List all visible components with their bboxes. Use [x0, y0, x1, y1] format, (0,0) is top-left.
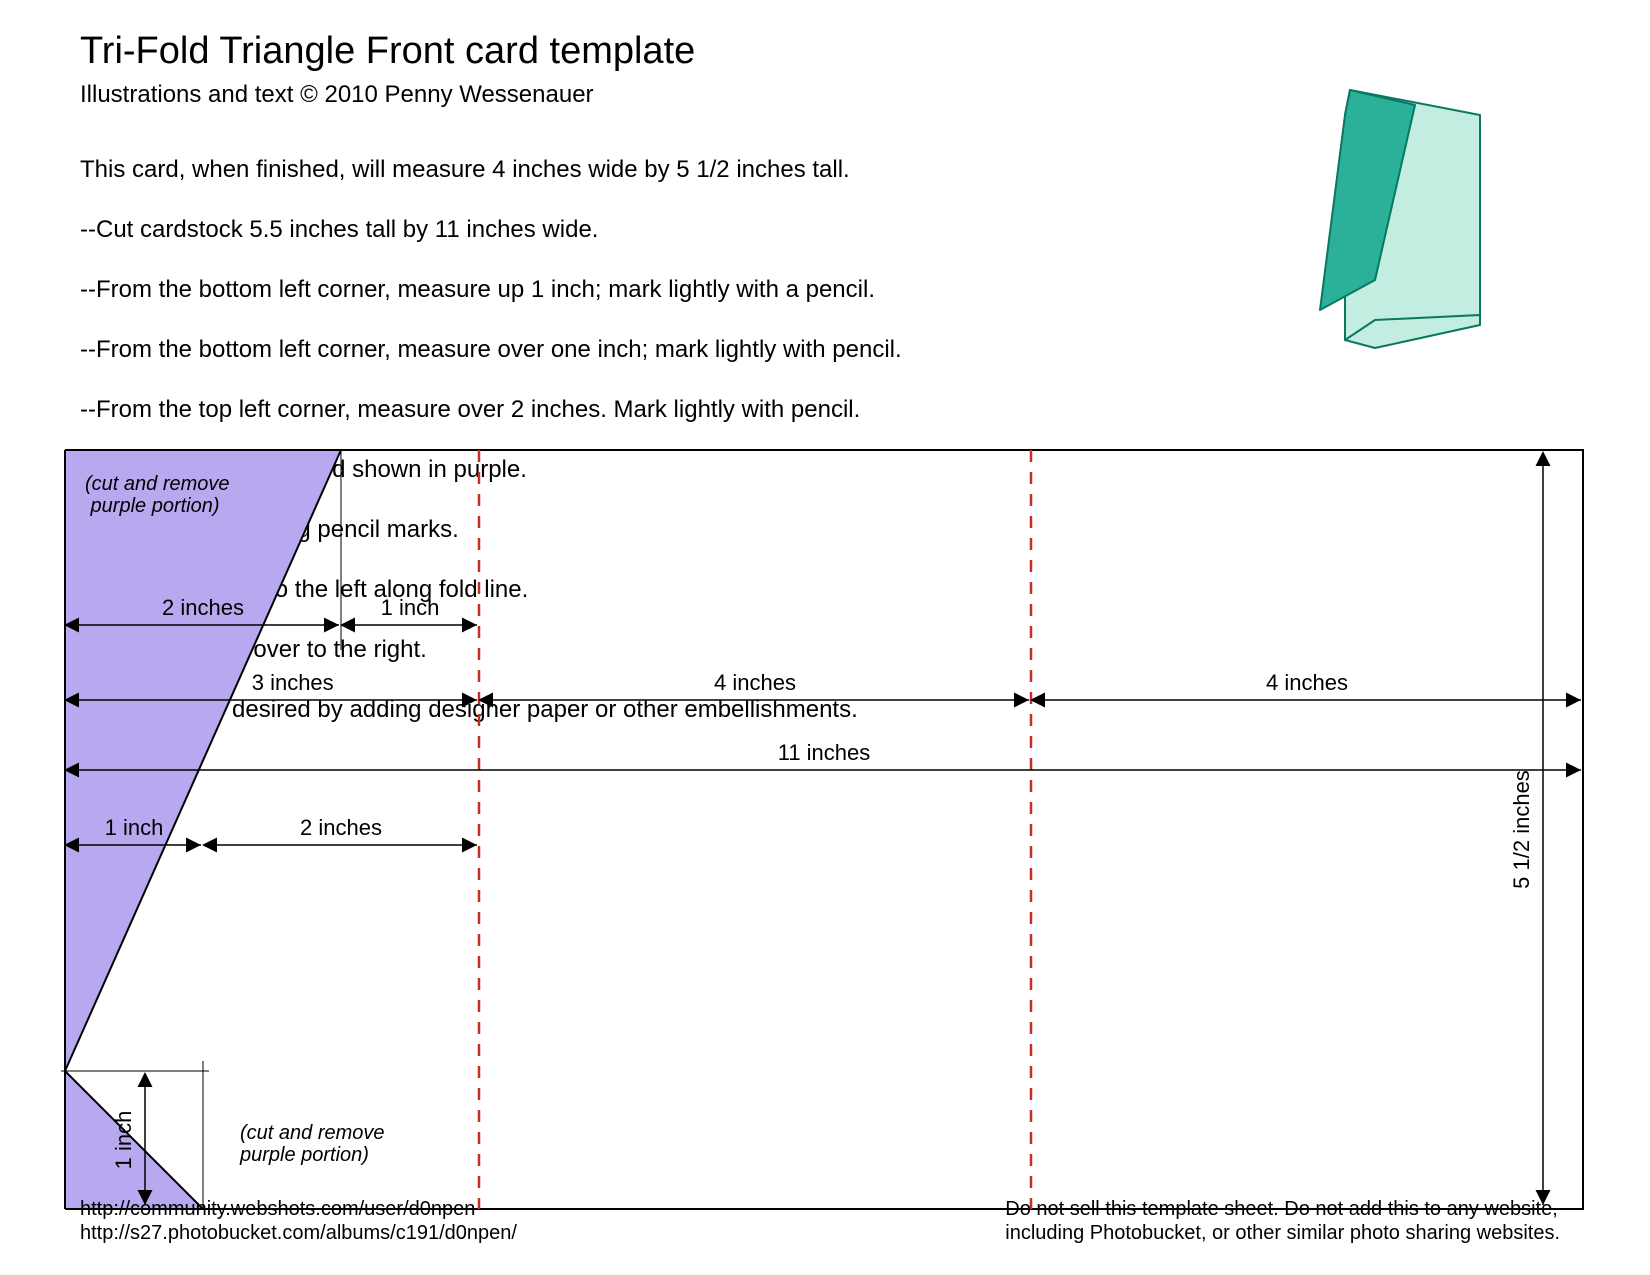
svg-text:1 inch: 1 inch	[381, 595, 440, 620]
svg-text:5 1/2 inches: 5 1/2 inches	[1509, 770, 1534, 889]
footer-url-1: http://community.webshots.com/user/d0npe…	[80, 1198, 475, 1220]
svg-text:3 inches: 3 inches	[252, 670, 334, 695]
svg-text:4 inches: 4 inches	[1266, 670, 1348, 695]
svg-text:1 inch: 1 inch	[111, 1111, 136, 1170]
intro-line: This card, when finished, will measure 4…	[80, 156, 850, 183]
footer-right: Do not sell this template sheet. Do not …	[1005, 1197, 1560, 1245]
svg-text:(cut and remove purple portion: (cut and remove purple portion)	[85, 473, 230, 517]
step-0: --Cut cardstock 5.5 inches tall by 11 in…	[80, 216, 598, 243]
svg-text:2 inches: 2 inches	[162, 595, 244, 620]
svg-text:4 inches: 4 inches	[714, 670, 796, 695]
svg-text:11 inches: 11 inches	[778, 740, 871, 765]
page-title: Tri-Fold Triangle Front card template	[80, 30, 902, 73]
svg-text:2 inches: 2 inches	[300, 815, 382, 840]
footer-note-1: Do not sell this template sheet. Do not …	[1005, 1198, 1558, 1220]
footer-url-2: http://s27.photobucket.com/albums/c191/d…	[80, 1222, 517, 1244]
template-diagram: 2 inches 1 inch 3 inches 4 inches 4 inches 11…	[55, 440, 1615, 1210]
footer-left: http://community.webshots.com/user/d0npe…	[80, 1197, 517, 1245]
footer-note-2: including Photobucket, or other similar …	[1005, 1222, 1560, 1244]
step-3: --From the top left corner, measure over…	[80, 396, 860, 423]
step-2: --From the bottom left corner, measure o…	[80, 336, 902, 363]
svg-text:(cut and removepurple portion): (cut and removepurple portion)	[239, 1122, 385, 1166]
step-1: --From the bottom left corner, measure u…	[80, 276, 875, 303]
svg-text:1 inch: 1 inch	[105, 815, 164, 840]
card-preview-icon	[1255, 70, 1535, 360]
copyright-line: Illustrations and text © 2010 Penny Wess…	[80, 81, 902, 109]
